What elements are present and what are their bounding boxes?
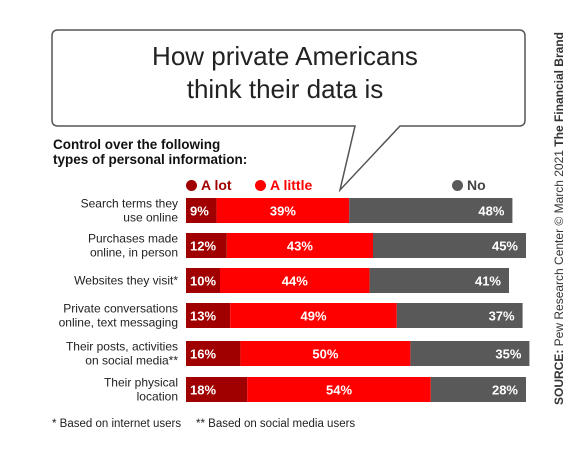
- bar-segment-no: [396, 303, 523, 328]
- bar-segment-a-little: [226, 233, 373, 258]
- title-line-2: think their data is: [186, 74, 384, 104]
- subtitle-line-1: Control over the following: [53, 137, 221, 152]
- chart-title: How private Americans think their data i…: [70, 40, 500, 106]
- category-label: Their posts, activities: [66, 340, 178, 354]
- category-label: online, in person: [90, 246, 178, 260]
- legend-dot-no: [452, 179, 463, 191]
- bar-segment-a-little: [220, 268, 370, 293]
- category-label: online, text messaging: [59, 316, 178, 330]
- bar-segment-a-lot: [186, 233, 227, 258]
- category-label: Their physical: [104, 376, 178, 390]
- bar-segment-no: [349, 198, 513, 223]
- chart-subtitle: Control over the following types of pers…: [53, 137, 313, 167]
- category-label: Search terms they: [81, 197, 178, 211]
- data-label-a-little: 43%: [287, 239, 313, 254]
- title-line-1: How private Americans: [152, 41, 418, 71]
- source-text: Pew Research Center © March 2021: [552, 146, 566, 350]
- bar-segment-no: [430, 377, 526, 402]
- legend-dot-a-lot: [186, 179, 197, 191]
- legend-label-a-little: A little: [270, 177, 313, 193]
- data-label-a-little: 49%: [300, 309, 326, 324]
- data-label-a-lot: 9%: [190, 204, 209, 219]
- legend-label-a-lot: A lot: [201, 177, 232, 193]
- source-label: SOURCE:: [552, 349, 566, 405]
- data-label-a-little: 44%: [282, 274, 308, 289]
- data-label-a-lot: 13%: [190, 309, 216, 324]
- legend-item-a-lot: A lot: [186, 176, 232, 194]
- bar-segment-no: [369, 268, 509, 293]
- bar-segment-a-little: [216, 198, 350, 223]
- subtitle-line-2: types of personal information:: [53, 152, 248, 167]
- bar-segment-a-little: [247, 377, 431, 402]
- bar-segment-a-lot: [186, 377, 248, 402]
- source-brand: The Financial Brand: [552, 32, 566, 147]
- category-label: location: [137, 390, 178, 404]
- source-credit: SOURCE: Pew Research Center © March 2021…: [552, 32, 566, 405]
- data-label-a-lot: 18%: [190, 383, 216, 398]
- bar-segment-a-little: [230, 303, 397, 328]
- bar-segment-no: [373, 233, 526, 258]
- data-label-a-lot: 12%: [190, 239, 216, 254]
- legend-dot-a-little: [255, 179, 266, 191]
- data-label-a-little: 50%: [312, 347, 338, 362]
- data-label-a-lot: 10%: [190, 274, 216, 289]
- legend-item-a-little: A little: [255, 176, 312, 194]
- bar-segment-a-lot: [186, 198, 217, 223]
- bar-segment-a-little: [240, 341, 411, 366]
- bar-segment-a-lot: [186, 303, 231, 328]
- data-label-a-little: 54%: [326, 383, 352, 398]
- data-label-a-lot: 16%: [190, 347, 216, 362]
- data-label-no: 28%: [492, 383, 518, 398]
- category-label: use online: [123, 211, 178, 225]
- footnote-social-media-users: ** Based on social media users: [196, 418, 356, 430]
- bar-segment-a-lot: [186, 268, 220, 293]
- category-label: Websites they visit*: [74, 274, 178, 288]
- bar-segment-a-lot: [186, 341, 241, 366]
- category-label: Purchases made: [88, 232, 178, 246]
- data-label-no: 35%: [495, 347, 521, 362]
- data-label-no: 45%: [492, 239, 518, 254]
- data-label-no: 41%: [475, 274, 501, 289]
- category-label: on social media**: [85, 354, 178, 368]
- data-label-no: 37%: [489, 309, 515, 324]
- footnote-internet-users: * Based on internet users: [52, 418, 182, 430]
- bar-segment-no: [410, 341, 530, 366]
- data-label-no: 48%: [478, 204, 504, 219]
- legend-item-no: No: [452, 176, 486, 194]
- legend-label-no: No: [467, 177, 486, 193]
- data-label-a-little: 39%: [270, 204, 296, 219]
- category-label: Private conversations: [63, 302, 178, 316]
